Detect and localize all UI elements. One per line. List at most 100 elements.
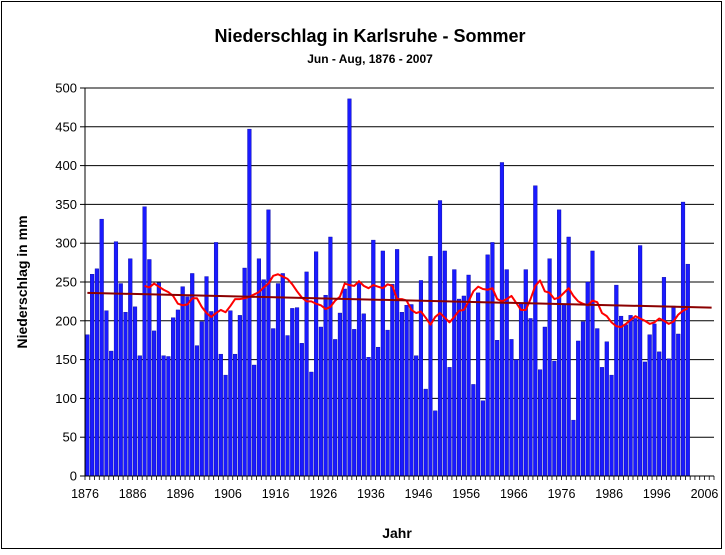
- y-tick-label-50: 50: [63, 430, 77, 445]
- bar-1877: [90, 274, 95, 477]
- bar-1948: [428, 256, 433, 477]
- bar-1996: [657, 351, 662, 477]
- x-tick-label-1936: 1936: [357, 487, 385, 501]
- bar-1944: [409, 304, 414, 477]
- bar-1958: [476, 292, 481, 477]
- bar-1890: [152, 330, 157, 477]
- x-tick-label-1896: 1896: [166, 487, 194, 501]
- bar-1983: [595, 328, 600, 477]
- bar-1916: [275, 283, 281, 477]
- bar-1933: [356, 281, 362, 477]
- bar-1946: [418, 280, 424, 477]
- bar-1950: [437, 200, 443, 477]
- bar-1994: [647, 334, 652, 477]
- bar-1910: [247, 128, 252, 477]
- bar-1913: [261, 279, 266, 477]
- bar-1923: [309, 371, 314, 477]
- bar-2002: [685, 263, 690, 477]
- bar-1979: [576, 340, 581, 477]
- x-tick-label-1906: 1906: [214, 487, 242, 501]
- y-tick-label-100: 100: [55, 391, 77, 406]
- bar-1972: [542, 326, 547, 477]
- x-tick-label-1986: 1986: [595, 487, 623, 501]
- bar-1938: [380, 250, 385, 477]
- y-tick-label-200: 200: [55, 313, 77, 328]
- bar-1905: [223, 374, 228, 477]
- bar-1886: [132, 306, 138, 477]
- bar-1966: [514, 359, 519, 477]
- bar-1984: [599, 367, 605, 477]
- bar-1968: [523, 269, 528, 477]
- y-tick-label-500: 500: [55, 81, 77, 96]
- bar-1969: [528, 318, 533, 477]
- bar-1988: [619, 315, 624, 477]
- bar-1889: [147, 259, 152, 477]
- bar-1911: [252, 364, 257, 477]
- bar-1965: [509, 339, 514, 477]
- bar-1891: [156, 282, 161, 477]
- bar-2001: [680, 201, 686, 477]
- bar-1970: [533, 185, 538, 477]
- bar-1894: [171, 317, 176, 477]
- x-tick-label-1966: 1966: [500, 487, 528, 501]
- bar-1897: [185, 296, 190, 477]
- bar-1895: [175, 309, 180, 477]
- bar-1999: [671, 305, 676, 477]
- x-tick-label-1976: 1976: [548, 487, 576, 501]
- bar-1899: [194, 345, 200, 477]
- x-tick-label-1876: 1876: [71, 487, 99, 501]
- y-tick-label-300: 300: [55, 236, 77, 251]
- bar-1906: [228, 310, 233, 477]
- bar-1982: [590, 250, 595, 477]
- y-tick-label-150: 150: [55, 352, 77, 367]
- bar-1985: [604, 341, 609, 477]
- ticks: 0 50 100 150 200 250 300 350 400 450 500 1876 1886 18…: [55, 81, 718, 502]
- bar-1898: [190, 273, 195, 477]
- bar-1884: [123, 312, 128, 477]
- bar-1976: [561, 304, 566, 477]
- bar-1986: [609, 374, 614, 477]
- x-tick-label-1886: 1886: [119, 487, 147, 501]
- bar-1925: [318, 326, 323, 477]
- bar-1952: [447, 367, 452, 477]
- bar-1893: [166, 356, 171, 477]
- bar-1941: [395, 249, 400, 477]
- bar-1995: [652, 323, 657, 477]
- bar-1918: [285, 335, 290, 477]
- y-tick-label-450: 450: [55, 119, 77, 134]
- bar-1942: [399, 312, 404, 477]
- bar-1955: [461, 295, 466, 477]
- bar-1932: [352, 329, 357, 477]
- y-tick-label-250: 250: [55, 275, 77, 290]
- bar-1973: [547, 258, 552, 477]
- x-tick-label-1996: 1996: [643, 487, 671, 501]
- bar-1957: [471, 384, 476, 477]
- x-tick-label-1926: 1926: [309, 487, 337, 501]
- y-tick-label-350: 350: [55, 197, 77, 212]
- bar-1977: [566, 236, 571, 477]
- bar-1937: [375, 346, 381, 477]
- bar-1929: [337, 312, 342, 477]
- bar-1974: [552, 360, 557, 477]
- bar-1922: [304, 271, 309, 477]
- bar-1878: [94, 268, 99, 477]
- y-tick-label-400: 400: [55, 158, 77, 173]
- bar-1904: [218, 353, 223, 477]
- bar-1921: [299, 343, 304, 477]
- bar-1949: [433, 410, 438, 477]
- bar-1967: [518, 303, 524, 477]
- x-tick-label-1946: 1946: [405, 487, 433, 501]
- bar-1963: [499, 162, 505, 477]
- lines: [87, 273, 712, 329]
- bar-1943: [404, 305, 409, 477]
- bar-1907: [233, 353, 238, 477]
- bar-1961: [490, 242, 495, 477]
- bar-1991: [633, 318, 638, 477]
- bar-1981: [585, 281, 590, 477]
- bar-1993: [642, 361, 647, 477]
- bar-1945: [414, 355, 419, 477]
- bar-1935: [366, 357, 371, 477]
- bar-1951: [442, 250, 447, 477]
- moving-average-line: [144, 273, 689, 329]
